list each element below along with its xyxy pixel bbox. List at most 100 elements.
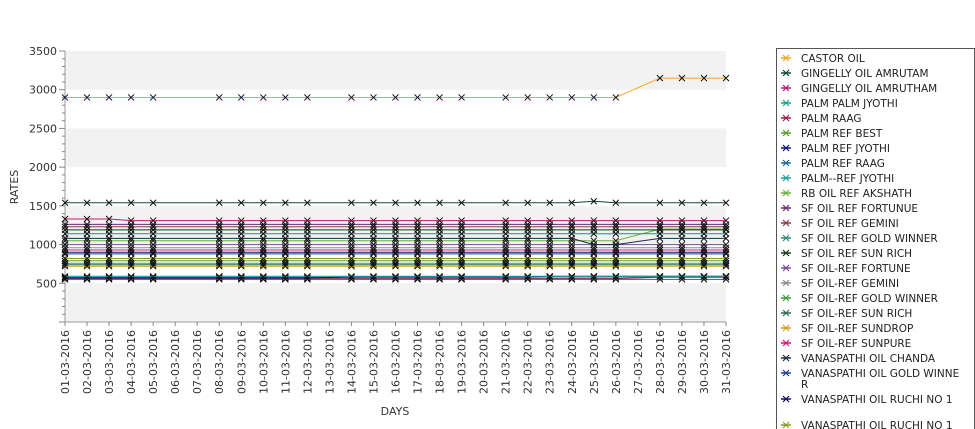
legend-label: VANASPATHI OIL CHANDA <box>801 353 936 365</box>
data-point <box>149 199 157 207</box>
data-point <box>678 241 686 248</box>
data-point <box>259 226 267 234</box>
series-line <box>65 200 726 204</box>
legend-marker <box>782 249 790 257</box>
data-point <box>436 262 443 270</box>
data-point <box>436 226 443 234</box>
data-point <box>281 248 289 256</box>
data-point <box>612 241 620 248</box>
data-point <box>149 226 157 234</box>
data-point <box>259 248 267 256</box>
legend-marker <box>782 69 790 77</box>
series <box>61 226 730 234</box>
data-point <box>348 262 355 270</box>
legend-item: SF OIL-REF SUNPURE <box>781 338 911 350</box>
data-point <box>436 272 443 280</box>
data-point <box>105 226 113 234</box>
data-point <box>590 226 598 234</box>
legend-marker <box>782 369 790 377</box>
data-point <box>237 255 245 262</box>
data-point <box>149 235 157 242</box>
series <box>61 215 730 224</box>
data-point <box>237 262 245 270</box>
series-line <box>65 276 726 280</box>
data-point <box>678 262 686 270</box>
data-point <box>568 276 576 283</box>
data-point <box>237 94 245 101</box>
data-point <box>127 235 135 242</box>
legend-label: SF OIL-REF GOLD WINNER <box>801 293 938 305</box>
data-point <box>612 255 620 262</box>
data-point <box>259 94 267 101</box>
data-point <box>83 199 91 207</box>
data-point <box>546 248 554 256</box>
data-point <box>392 226 399 234</box>
data-point <box>656 272 664 280</box>
data-point <box>83 248 91 256</box>
data-point <box>215 272 223 280</box>
legend-item: SF OIL-REF GOLD WINNER <box>781 293 938 305</box>
data-point <box>105 241 113 248</box>
legend-label: SF OIL REF GOLD WINNER <box>801 233 938 245</box>
legend-item: PALM PALM JYOTHI <box>781 98 898 110</box>
legend-label: GINGELLY OIL AMRUTAM <box>801 68 929 80</box>
data-point <box>304 272 311 280</box>
data-point <box>502 199 510 207</box>
data-point <box>61 235 69 242</box>
data-point <box>458 241 465 248</box>
data-point <box>348 248 355 256</box>
data-point <box>392 248 399 256</box>
legend-item: GINGELLY OIL AMRUTAM <box>781 68 929 80</box>
data-point <box>370 272 377 280</box>
data-point <box>259 272 267 280</box>
data-point <box>568 94 576 101</box>
legend-marker <box>782 395 790 403</box>
data-point <box>524 262 532 270</box>
data-point <box>215 94 223 101</box>
data-point <box>414 226 421 234</box>
data-point <box>612 223 620 231</box>
data-point <box>259 262 267 270</box>
data-point <box>237 272 245 280</box>
data-point <box>370 199 377 207</box>
data-point <box>568 199 576 207</box>
data-point <box>215 276 223 283</box>
data-point <box>370 241 377 248</box>
y-tick-label: 1000 <box>29 239 57 252</box>
data-point <box>612 94 620 101</box>
legend: CASTOR OIL GINGELLY OIL AMRUTAM GINGELLY O… <box>776 48 975 429</box>
data-point <box>568 255 576 262</box>
x-tick-label: 02-03-2016 <box>81 330 94 394</box>
data-point <box>414 235 421 242</box>
data-point <box>612 226 620 234</box>
data-point <box>281 262 289 270</box>
data-point <box>546 226 554 234</box>
data-point <box>546 276 554 283</box>
data-point <box>590 197 598 205</box>
data-point <box>590 255 598 262</box>
x-tick-label: 20-03-2016 <box>478 330 491 394</box>
data-point <box>458 255 465 262</box>
legend-label: SF OIL REF GEMINI <box>801 218 899 230</box>
data-point <box>722 74 730 82</box>
legend-marker <box>782 234 790 242</box>
data-point <box>656 223 664 231</box>
data-point <box>436 235 443 242</box>
data-point <box>237 241 245 248</box>
data-point <box>304 94 311 101</box>
data-point <box>392 272 399 280</box>
data-point <box>656 74 664 82</box>
data-point <box>215 262 223 270</box>
data-point <box>281 272 289 280</box>
data-point <box>414 223 421 231</box>
legend-item: SF OIL-REF GEMINI <box>781 278 899 290</box>
legend-label: R <box>801 379 808 391</box>
data-point <box>656 276 664 283</box>
data-point <box>127 226 135 234</box>
legend-label: PALM REF JYOTHI <box>801 143 890 155</box>
data-point <box>281 223 289 231</box>
data-point <box>656 262 664 270</box>
legend-marker <box>782 54 790 62</box>
legend-item: VANASPATHI OIL GOLD WINNER <box>781 368 959 391</box>
data-point <box>458 235 465 242</box>
